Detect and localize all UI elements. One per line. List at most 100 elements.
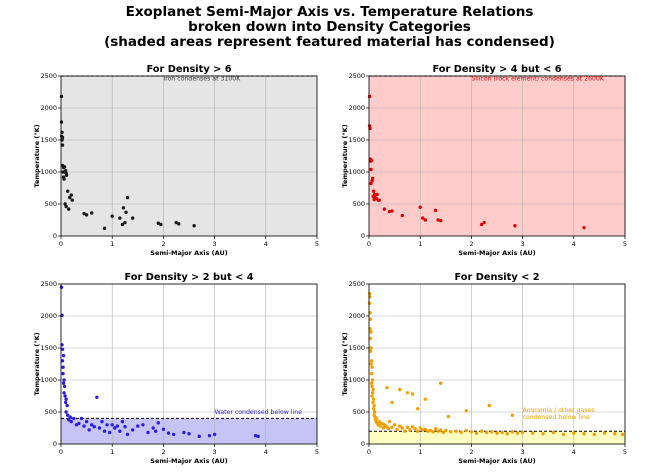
data-point [510, 430, 515, 434]
data-point [444, 428, 448, 433]
data-point [423, 427, 428, 431]
data-point [387, 419, 392, 424]
data-point [438, 381, 443, 385]
data-point [65, 403, 69, 408]
y-tick-label: 0 [53, 232, 57, 240]
x-tick-label: 4 [264, 448, 268, 456]
data-point [370, 394, 374, 398]
x-tick-label: 3 [213, 448, 217, 456]
data-point [68, 195, 72, 200]
data-point [110, 214, 114, 218]
data-point [62, 391, 66, 395]
data-point [171, 432, 176, 437]
x-tick-label: 5 [623, 448, 627, 456]
data-point [369, 330, 373, 334]
data-point [454, 429, 458, 433]
data-point [405, 391, 410, 395]
data-point [63, 394, 67, 398]
data-point [479, 429, 484, 433]
data-point [487, 403, 492, 408]
data-point [82, 424, 86, 428]
data-point [369, 359, 374, 363]
data-point [403, 429, 407, 433]
figure-title: Exoplanet Semi-Major Axis vs. Temperatur… [0, 5, 659, 50]
data-point [61, 381, 66, 385]
x-tick-label: 5 [315, 240, 319, 248]
data-point [65, 413, 70, 417]
data-point [154, 429, 158, 433]
data-point [87, 428, 91, 432]
data-point [166, 431, 171, 435]
x-tick-label: 3 [521, 240, 525, 248]
x-tick-label: 1 [418, 448, 422, 456]
data-point [520, 430, 525, 435]
figure-title-line-3: (shaded areas represent featured materia… [104, 34, 555, 50]
annotation-text: Water condensed below line [215, 409, 303, 416]
data-point [613, 432, 617, 436]
y-tick-label: 0 [53, 440, 57, 448]
data-point [510, 413, 515, 417]
data-point [120, 419, 125, 424]
y-tick-label: 1000 [348, 168, 365, 176]
data-point [65, 189, 70, 193]
x-tick-label: 4 [264, 240, 268, 248]
data-point [66, 207, 71, 211]
data-point [61, 371, 65, 376]
y-tick-label: 2500 [348, 72, 365, 80]
x-tick-label: 3 [213, 240, 217, 248]
data-point [369, 362, 373, 366]
data-point [441, 430, 445, 435]
data-point [84, 419, 89, 424]
data-point [115, 424, 120, 428]
data-point [95, 395, 99, 399]
data-point [572, 431, 576, 435]
data-point [151, 426, 155, 430]
plot-area [369, 284, 625, 444]
data-point [61, 353, 66, 358]
data-point [63, 169, 68, 173]
y-tick-label: 2000 [348, 104, 365, 112]
data-point [64, 173, 69, 177]
data-point [74, 423, 79, 427]
x-tick-label: 2 [161, 240, 165, 248]
data-point [410, 392, 415, 396]
data-point [582, 432, 586, 436]
data-point [446, 414, 451, 419]
data-point [418, 426, 422, 430]
data-point [386, 426, 391, 431]
y-tick-label: 2000 [348, 312, 365, 320]
data-point [438, 428, 443, 432]
data-point [84, 213, 89, 217]
data-point [59, 120, 64, 124]
y-axis-label: Temperature (°K) [341, 332, 349, 395]
data-point [449, 430, 453, 434]
data-point [64, 397, 68, 401]
data-point [64, 204, 68, 209]
data-point [398, 424, 402, 428]
data-point [77, 421, 81, 426]
annotation-text: Silicon (rock element) condenses at 2600… [471, 75, 605, 82]
plot-frame [60, 283, 318, 445]
y-tick-label: 500 [353, 408, 365, 416]
data-point [392, 423, 397, 427]
data-point [436, 218, 440, 222]
data-point [64, 410, 68, 414]
x-tick-label: 3 [521, 448, 525, 456]
data-point [156, 221, 160, 225]
data-point [428, 428, 433, 433]
shaded-region [61, 76, 317, 236]
y-tick-label: 1000 [40, 376, 57, 384]
data-point [370, 391, 375, 395]
chart-panel-1: Iron condenses at 3100K 0 1 2 3 4 5 0 500 1000 150… [33, 64, 319, 257]
data-point [62, 384, 67, 389]
plot-frame [60, 75, 318, 237]
data-point [374, 416, 379, 421]
x-tick-label: 5 [315, 448, 319, 456]
panel-title: For Density < 2 [454, 272, 539, 283]
data-point [531, 431, 535, 435]
x-tick-label: 0 [367, 240, 371, 248]
figure-title-line-2: broken down into Density Categories [188, 19, 471, 35]
x-tick-label: 2 [161, 448, 165, 456]
data-point [370, 365, 374, 369]
data-point [421, 428, 425, 432]
